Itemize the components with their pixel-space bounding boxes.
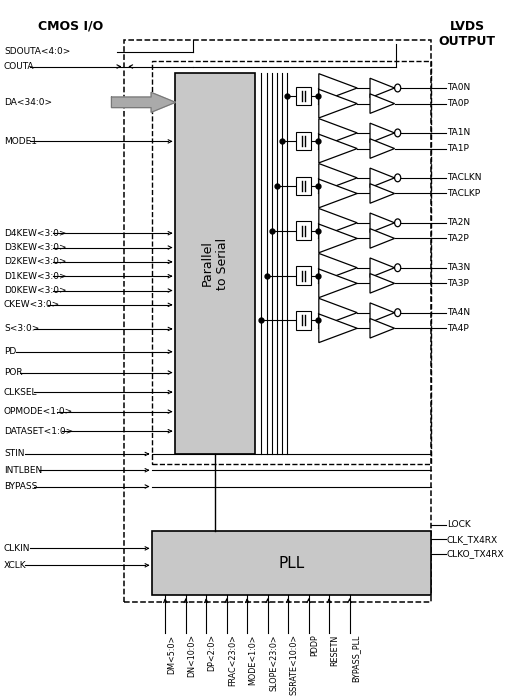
Polygon shape bbox=[111, 92, 175, 112]
Bar bbox=[296, 221, 310, 239]
Polygon shape bbox=[370, 139, 395, 158]
Circle shape bbox=[395, 264, 401, 272]
Circle shape bbox=[395, 129, 401, 137]
Text: SDOUTA<4:0>: SDOUTA<4:0> bbox=[4, 47, 70, 56]
Text: TA3P: TA3P bbox=[447, 279, 469, 288]
Polygon shape bbox=[319, 298, 357, 327]
Polygon shape bbox=[370, 168, 395, 188]
Polygon shape bbox=[319, 179, 357, 208]
Text: DATASET<1:0>: DATASET<1:0> bbox=[4, 427, 73, 435]
Polygon shape bbox=[370, 94, 395, 113]
Bar bbox=[124, 41, 432, 602]
Text: RESETN: RESETN bbox=[331, 634, 340, 666]
Bar bbox=[296, 176, 310, 195]
Polygon shape bbox=[319, 74, 357, 102]
Circle shape bbox=[395, 309, 401, 316]
Text: LOCK: LOCK bbox=[447, 520, 471, 529]
Text: BYPASS: BYPASS bbox=[4, 482, 37, 491]
Text: TA4P: TA4P bbox=[447, 324, 469, 332]
Text: PLL: PLL bbox=[279, 556, 305, 571]
Text: SSRATE<10:0>: SSRATE<10:0> bbox=[290, 634, 298, 696]
Text: TA2P: TA2P bbox=[447, 234, 469, 243]
Text: TA3N: TA3N bbox=[447, 263, 470, 272]
Text: S<3:0>: S<3:0> bbox=[4, 324, 40, 333]
Text: TA4N: TA4N bbox=[447, 308, 470, 317]
Text: Parallel
to Serial: Parallel to Serial bbox=[201, 237, 229, 290]
Text: PDDP: PDDP bbox=[310, 634, 319, 656]
Polygon shape bbox=[319, 314, 357, 342]
Text: INTLBEN: INTLBEN bbox=[4, 466, 42, 475]
Polygon shape bbox=[370, 78, 395, 98]
Text: XCLK: XCLK bbox=[4, 561, 27, 570]
Text: D4KEW<3:0>: D4KEW<3:0> bbox=[4, 229, 67, 238]
Text: POR: POR bbox=[4, 368, 22, 377]
Text: TA0N: TA0N bbox=[447, 83, 470, 92]
Bar bbox=[152, 531, 432, 595]
Bar bbox=[175, 73, 255, 454]
Text: TACLKN: TACLKN bbox=[447, 174, 482, 183]
Bar bbox=[296, 312, 310, 330]
Text: TA1N: TA1N bbox=[447, 128, 470, 137]
Polygon shape bbox=[319, 90, 357, 118]
Text: D2KEW<3:0>: D2KEW<3:0> bbox=[4, 258, 67, 267]
Text: TACLKP: TACLKP bbox=[447, 189, 480, 198]
Polygon shape bbox=[370, 183, 395, 203]
Bar bbox=[296, 132, 310, 150]
Text: DA<34:0>: DA<34:0> bbox=[4, 98, 52, 107]
Polygon shape bbox=[370, 318, 395, 338]
Text: D3KEW<3:0>: D3KEW<3:0> bbox=[4, 243, 67, 252]
Text: LVDS
OUTPUT: LVDS OUTPUT bbox=[439, 20, 496, 48]
Polygon shape bbox=[319, 118, 357, 147]
Polygon shape bbox=[319, 224, 357, 253]
Text: FRAC<23:0>: FRAC<23:0> bbox=[228, 634, 237, 686]
Bar bbox=[296, 267, 310, 285]
Text: CKEW<3:0>: CKEW<3:0> bbox=[4, 300, 60, 309]
Text: TA2N: TA2N bbox=[447, 218, 470, 228]
Circle shape bbox=[395, 84, 401, 92]
Text: CMOS I/O: CMOS I/O bbox=[38, 20, 103, 33]
Polygon shape bbox=[319, 134, 357, 163]
Polygon shape bbox=[370, 258, 395, 277]
Text: OPMODE<1:0>: OPMODE<1:0> bbox=[4, 407, 73, 416]
Polygon shape bbox=[370, 229, 395, 248]
Polygon shape bbox=[370, 274, 395, 293]
Polygon shape bbox=[319, 269, 357, 298]
Text: CLK_TX4RX: CLK_TX4RX bbox=[447, 535, 498, 544]
Circle shape bbox=[395, 174, 401, 182]
Text: D1KEW<3:0>: D1KEW<3:0> bbox=[4, 272, 67, 281]
Text: BYPASS_PLL: BYPASS_PLL bbox=[351, 634, 360, 682]
Polygon shape bbox=[319, 253, 357, 282]
Circle shape bbox=[395, 219, 401, 227]
Text: CLKO_TX4RX: CLKO_TX4RX bbox=[447, 549, 504, 558]
Polygon shape bbox=[319, 209, 357, 237]
Text: DM<5:0>: DM<5:0> bbox=[167, 634, 176, 673]
Text: CLKSEL: CLKSEL bbox=[4, 388, 37, 397]
Text: CLKIN: CLKIN bbox=[4, 544, 31, 553]
Text: COUTA: COUTA bbox=[4, 62, 34, 71]
Text: D0KEW<3:0>: D0KEW<3:0> bbox=[4, 286, 67, 295]
Bar bbox=[152, 62, 432, 463]
Polygon shape bbox=[319, 164, 357, 193]
Text: SLOPE<23:0>: SLOPE<23:0> bbox=[269, 634, 278, 691]
Text: MODE1: MODE1 bbox=[4, 137, 37, 146]
Text: MODE<1:0>: MODE<1:0> bbox=[249, 634, 258, 685]
Polygon shape bbox=[370, 303, 395, 323]
Text: TA1P: TA1P bbox=[447, 144, 469, 153]
Polygon shape bbox=[370, 213, 395, 232]
Text: DP<2:0>: DP<2:0> bbox=[207, 634, 217, 671]
Text: STIN: STIN bbox=[4, 449, 24, 459]
Bar bbox=[296, 87, 310, 105]
Polygon shape bbox=[370, 123, 395, 143]
Text: PD: PD bbox=[4, 347, 16, 356]
Text: DN<10:0>: DN<10:0> bbox=[187, 634, 196, 678]
Text: TA0P: TA0P bbox=[447, 99, 469, 108]
